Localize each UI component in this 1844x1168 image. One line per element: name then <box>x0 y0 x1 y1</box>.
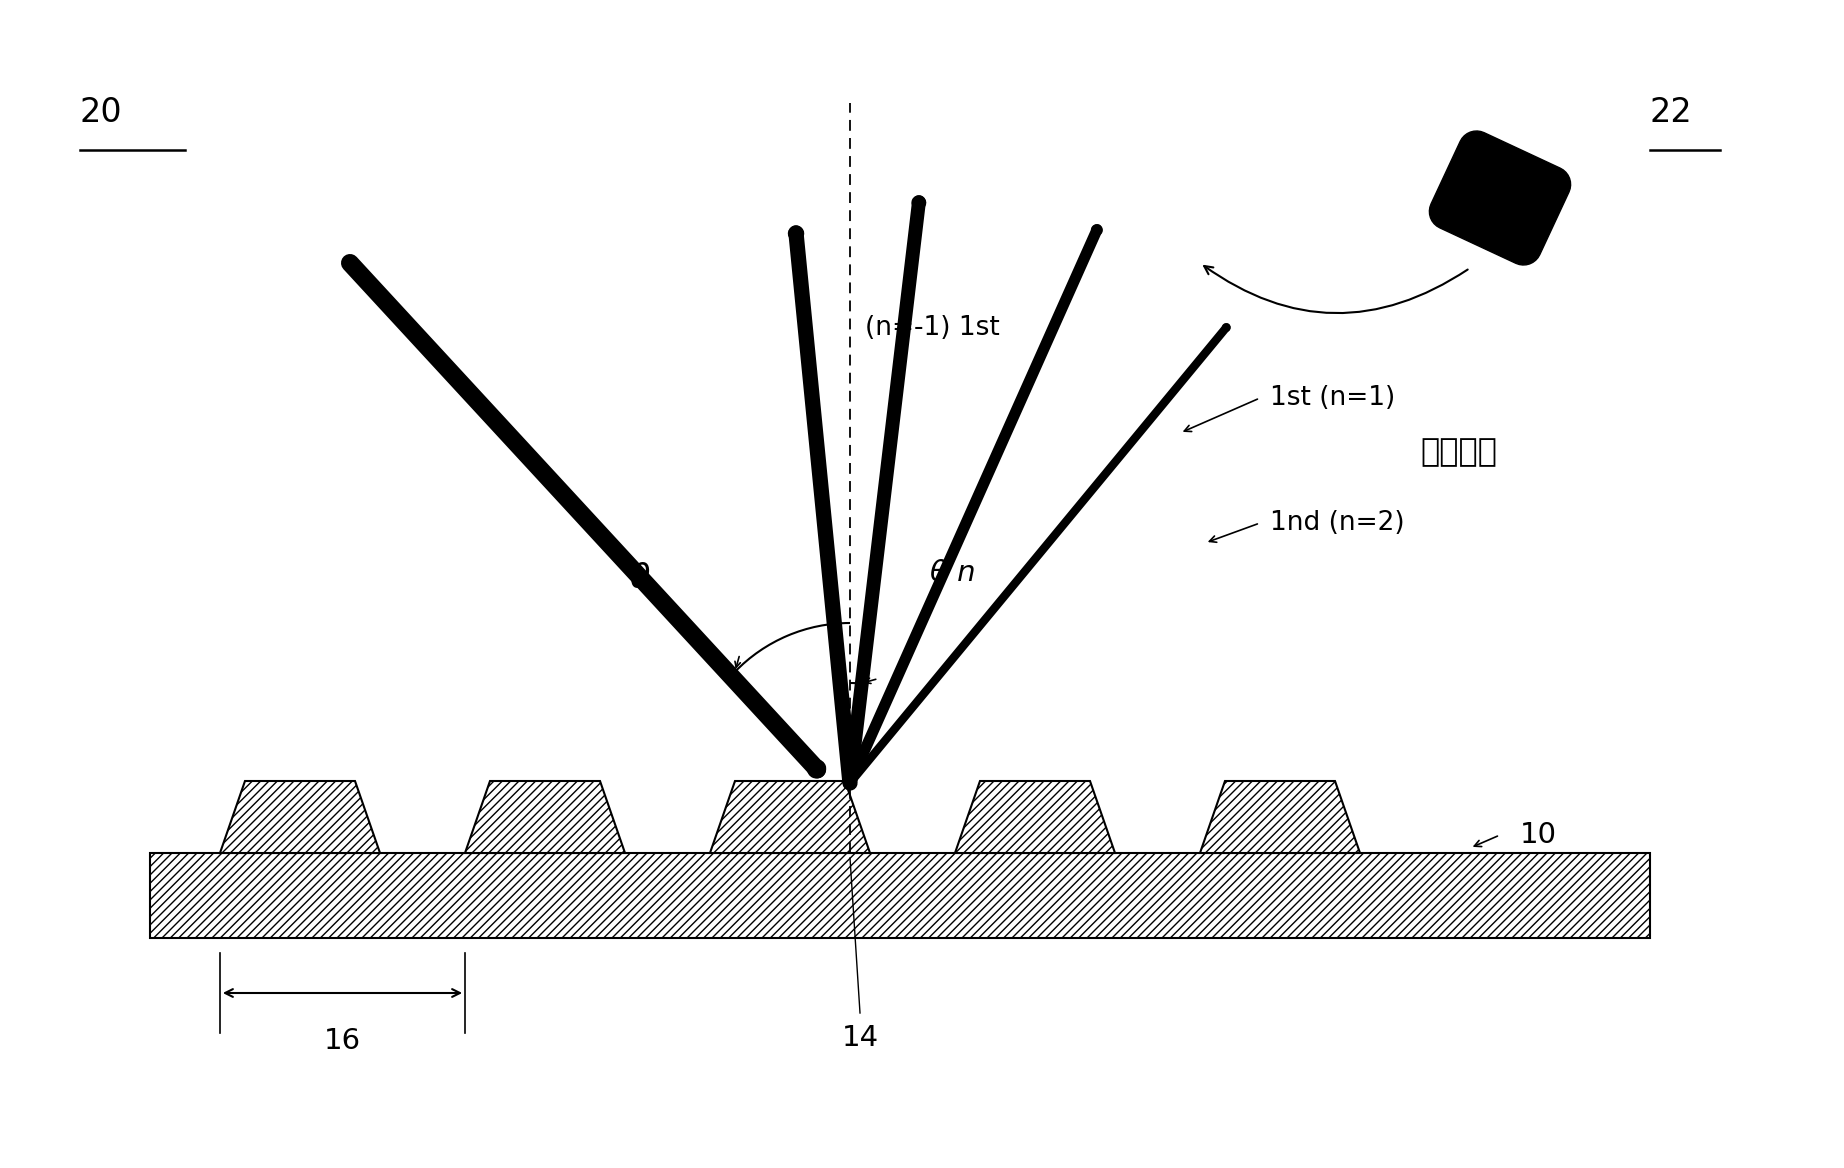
Polygon shape <box>149 853 1650 938</box>
Text: 14: 14 <box>841 1024 878 1052</box>
Polygon shape <box>465 781 625 853</box>
Text: θ: θ <box>631 562 651 595</box>
Text: 22: 22 <box>1650 97 1693 130</box>
Polygon shape <box>219 781 380 853</box>
Text: 10: 10 <box>1519 821 1556 849</box>
Text: 1nd (n=2): 1nd (n=2) <box>1271 510 1405 536</box>
Polygon shape <box>710 781 870 853</box>
Polygon shape <box>955 781 1116 853</box>
Text: 绕射等级: 绕射等级 <box>1420 438 1497 468</box>
Text: θ n: θ n <box>929 559 975 588</box>
Polygon shape <box>1429 131 1571 265</box>
Text: (n=-1) 1st: (n=-1) 1st <box>865 315 999 341</box>
Text: 16: 16 <box>325 1027 361 1055</box>
Polygon shape <box>1200 781 1361 853</box>
Text: 20: 20 <box>79 97 122 130</box>
Text: 1st (n=1): 1st (n=1) <box>1271 385 1396 411</box>
